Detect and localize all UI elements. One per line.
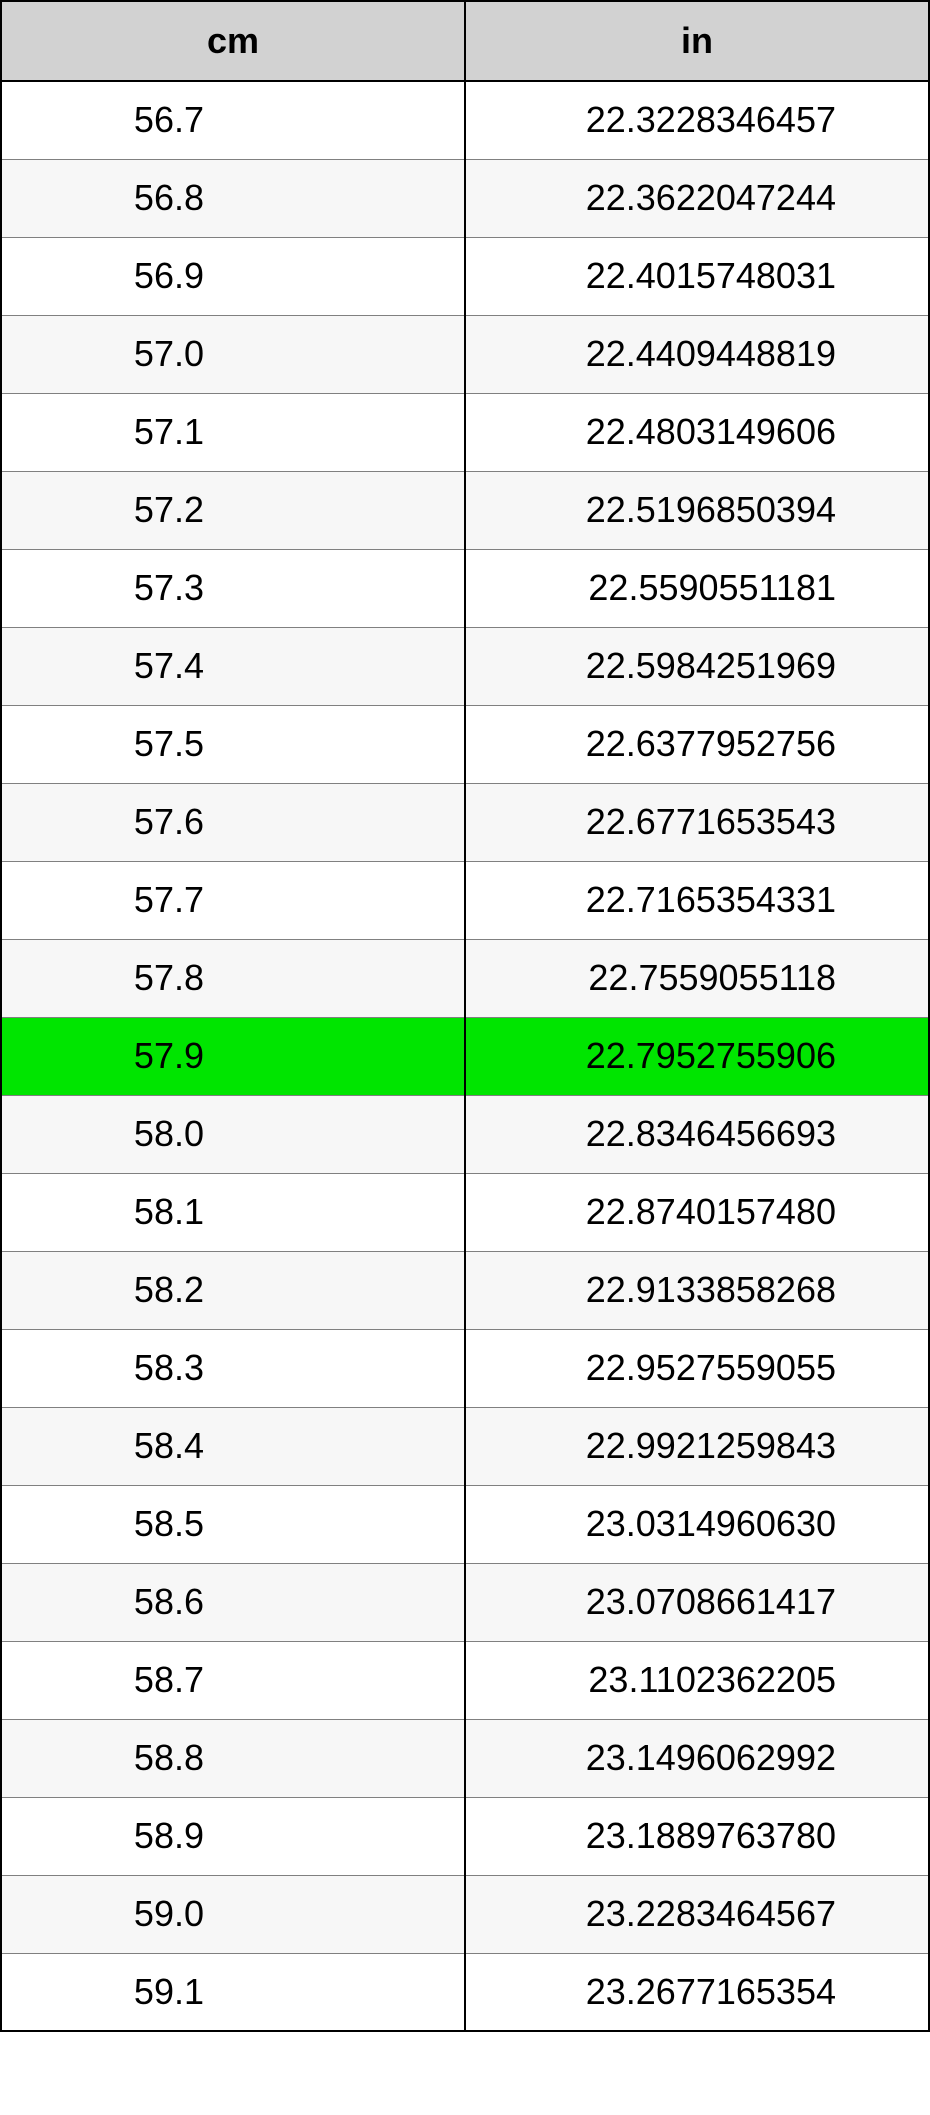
cell-in: 22.5984251969 (465, 627, 929, 705)
cell-in: 23.1889763780 (465, 1797, 929, 1875)
table-row: 58.723.1102362205 (1, 1641, 929, 1719)
table-row: 57.322.5590551181 (1, 549, 929, 627)
table-row: 57.422.5984251969 (1, 627, 929, 705)
table-row: 57.222.5196850394 (1, 471, 929, 549)
table-row: 59.023.2283464567 (1, 1875, 929, 1953)
table-row: 57.922.7952755906 (1, 1017, 929, 1095)
cell-in: 22.4409448819 (465, 315, 929, 393)
cell-cm: 56.9 (1, 237, 465, 315)
table-header-row: cm in (1, 1, 929, 81)
cell-cm: 58.0 (1, 1095, 465, 1173)
cell-cm: 57.4 (1, 627, 465, 705)
table-row: 56.722.3228346457 (1, 81, 929, 159)
table-row: 56.922.4015748031 (1, 237, 929, 315)
cell-in: 22.7559055118 (465, 939, 929, 1017)
cell-in: 23.1496062992 (465, 1719, 929, 1797)
cell-in: 22.9133858268 (465, 1251, 929, 1329)
cell-cm: 58.9 (1, 1797, 465, 1875)
cell-cm: 58.3 (1, 1329, 465, 1407)
cell-in: 22.3228346457 (465, 81, 929, 159)
cell-in: 22.3622047244 (465, 159, 929, 237)
cell-in: 22.5590551181 (465, 549, 929, 627)
cell-cm: 56.7 (1, 81, 465, 159)
cell-cm: 58.4 (1, 1407, 465, 1485)
cell-in: 22.4803149606 (465, 393, 929, 471)
table-row: 58.523.0314960630 (1, 1485, 929, 1563)
cell-in: 23.2677165354 (465, 1953, 929, 2031)
cell-in: 22.4015748031 (465, 237, 929, 315)
table-row: 58.422.9921259843 (1, 1407, 929, 1485)
table-row: 58.122.8740157480 (1, 1173, 929, 1251)
cell-in: 22.7952755906 (465, 1017, 929, 1095)
cell-cm: 57.6 (1, 783, 465, 861)
cell-cm: 57.0 (1, 315, 465, 393)
table-row: 59.123.2677165354 (1, 1953, 929, 2031)
cell-cm: 58.7 (1, 1641, 465, 1719)
cell-cm: 57.8 (1, 939, 465, 1017)
table-row: 57.122.4803149606 (1, 393, 929, 471)
cell-in: 23.2283464567 (465, 1875, 929, 1953)
cell-cm: 57.9 (1, 1017, 465, 1095)
cell-cm: 59.1 (1, 1953, 465, 2031)
cell-cm: 58.6 (1, 1563, 465, 1641)
cell-cm: 57.5 (1, 705, 465, 783)
cell-cm: 58.2 (1, 1251, 465, 1329)
cell-in: 22.7165354331 (465, 861, 929, 939)
cell-cm: 57.1 (1, 393, 465, 471)
cell-in: 22.9921259843 (465, 1407, 929, 1485)
column-header-cm: cm (1, 1, 465, 81)
column-header-in: in (465, 1, 929, 81)
table-row: 56.822.3622047244 (1, 159, 929, 237)
cell-in: 22.9527559055 (465, 1329, 929, 1407)
table-row: 58.623.0708661417 (1, 1563, 929, 1641)
cell-in: 23.1102362205 (465, 1641, 929, 1719)
cell-in: 22.8346456693 (465, 1095, 929, 1173)
cell-cm: 57.7 (1, 861, 465, 939)
table-row: 58.222.9133858268 (1, 1251, 929, 1329)
table-row: 57.722.7165354331 (1, 861, 929, 939)
cell-in: 23.0314960630 (465, 1485, 929, 1563)
cell-cm: 56.8 (1, 159, 465, 237)
cell-cm: 57.3 (1, 549, 465, 627)
table-row: 57.022.4409448819 (1, 315, 929, 393)
cell-in: 22.8740157480 (465, 1173, 929, 1251)
cell-cm: 57.2 (1, 471, 465, 549)
conversion-table: cm in 56.722.322834645756.822.3622047244… (0, 0, 930, 2032)
table-row: 58.923.1889763780 (1, 1797, 929, 1875)
table-row: 57.522.6377952756 (1, 705, 929, 783)
table-row: 58.823.1496062992 (1, 1719, 929, 1797)
cell-in: 22.5196850394 (465, 471, 929, 549)
cell-in: 23.0708661417 (465, 1563, 929, 1641)
table-row: 58.322.9527559055 (1, 1329, 929, 1407)
table-row: 57.622.6771653543 (1, 783, 929, 861)
cell-cm: 59.0 (1, 1875, 465, 1953)
cell-in: 22.6771653543 (465, 783, 929, 861)
cell-cm: 58.1 (1, 1173, 465, 1251)
cell-in: 22.6377952756 (465, 705, 929, 783)
table-row: 58.022.8346456693 (1, 1095, 929, 1173)
table-row: 57.822.7559055118 (1, 939, 929, 1017)
table-body: 56.722.322834645756.822.362204724456.922… (1, 81, 929, 2031)
cell-cm: 58.5 (1, 1485, 465, 1563)
cell-cm: 58.8 (1, 1719, 465, 1797)
